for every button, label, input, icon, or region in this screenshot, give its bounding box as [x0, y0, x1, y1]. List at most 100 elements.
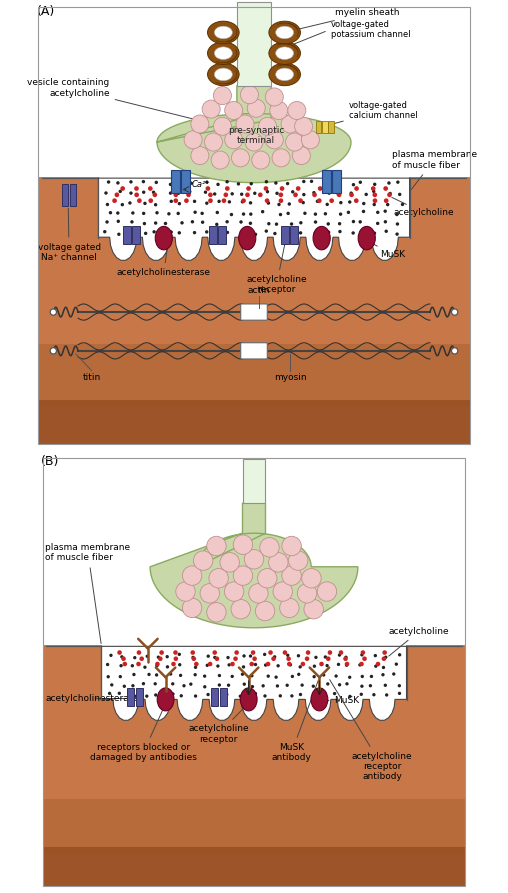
Polygon shape	[39, 177, 100, 240]
Circle shape	[50, 347, 56, 354]
Circle shape	[216, 664, 219, 668]
Circle shape	[182, 598, 202, 618]
Circle shape	[212, 650, 217, 655]
Text: vesicle containing
acetylcholine: vesicle containing acetylcholine	[27, 79, 211, 123]
Circle shape	[290, 694, 294, 697]
Circle shape	[186, 193, 191, 197]
Polygon shape	[102, 647, 406, 721]
Circle shape	[452, 347, 458, 354]
Circle shape	[280, 186, 284, 191]
Circle shape	[313, 664, 316, 668]
Circle shape	[265, 198, 269, 203]
Bar	[211, 688, 218, 705]
Circle shape	[239, 695, 242, 697]
Circle shape	[251, 685, 254, 689]
Circle shape	[279, 598, 299, 618]
Circle shape	[292, 146, 310, 164]
Text: plasma membrane
of muscle fiber: plasma membrane of muscle fiber	[45, 543, 131, 644]
Bar	[39, 203, 469, 444]
Circle shape	[278, 193, 283, 197]
Circle shape	[108, 692, 111, 695]
Circle shape	[338, 683, 341, 687]
Circle shape	[336, 186, 341, 191]
Circle shape	[265, 180, 268, 183]
Circle shape	[384, 220, 387, 223]
Circle shape	[208, 198, 213, 203]
Circle shape	[300, 683, 304, 687]
Circle shape	[208, 193, 213, 197]
Circle shape	[337, 663, 340, 666]
Circle shape	[317, 198, 322, 203]
Circle shape	[152, 193, 157, 197]
Circle shape	[117, 650, 122, 655]
Circle shape	[236, 115, 254, 133]
Circle shape	[358, 663, 362, 666]
Circle shape	[312, 695, 316, 698]
Bar	[322, 121, 328, 133]
Circle shape	[360, 693, 363, 696]
Circle shape	[338, 654, 341, 656]
Circle shape	[225, 693, 229, 697]
Circle shape	[312, 193, 317, 197]
Bar	[123, 227, 131, 245]
Circle shape	[265, 88, 283, 106]
Circle shape	[201, 212, 204, 215]
Circle shape	[264, 663, 267, 667]
Circle shape	[147, 672, 151, 676]
Circle shape	[348, 695, 352, 698]
Circle shape	[154, 693, 157, 697]
Circle shape	[227, 683, 230, 687]
Circle shape	[178, 653, 181, 656]
Circle shape	[241, 200, 244, 204]
Circle shape	[302, 179, 305, 183]
Circle shape	[148, 186, 153, 191]
Circle shape	[326, 682, 330, 686]
Circle shape	[249, 182, 253, 186]
Circle shape	[325, 183, 328, 187]
Circle shape	[327, 230, 330, 234]
Text: acetylcholine: acetylcholine	[392, 197, 455, 217]
Circle shape	[154, 221, 157, 225]
Circle shape	[166, 655, 169, 658]
Circle shape	[119, 675, 122, 679]
Circle shape	[207, 537, 226, 555]
Circle shape	[130, 221, 134, 223]
Circle shape	[134, 186, 139, 191]
Circle shape	[215, 656, 219, 661]
Circle shape	[301, 130, 320, 149]
Circle shape	[142, 179, 145, 183]
Circle shape	[249, 584, 268, 603]
Bar	[39, 345, 469, 406]
Circle shape	[203, 674, 206, 678]
Circle shape	[180, 694, 183, 697]
Circle shape	[204, 133, 223, 151]
Circle shape	[323, 695, 326, 698]
Circle shape	[155, 662, 160, 666]
Circle shape	[148, 198, 153, 203]
Circle shape	[201, 221, 204, 224]
Circle shape	[205, 202, 208, 204]
Circle shape	[215, 222, 218, 226]
Circle shape	[137, 198, 142, 203]
Text: acetylcholinesterase: acetylcholinesterase	[117, 243, 211, 278]
Text: myelin sheath: myelin sheath	[288, 8, 400, 32]
Circle shape	[152, 230, 156, 234]
Circle shape	[194, 665, 197, 669]
Circle shape	[131, 664, 134, 667]
Circle shape	[373, 231, 376, 235]
Circle shape	[254, 233, 257, 236]
Circle shape	[169, 672, 172, 676]
Circle shape	[220, 553, 239, 572]
Circle shape	[302, 569, 321, 588]
Circle shape	[387, 181, 391, 185]
Circle shape	[382, 673, 385, 676]
Circle shape	[211, 151, 229, 169]
Circle shape	[107, 180, 110, 184]
Circle shape	[276, 664, 280, 667]
Circle shape	[266, 662, 270, 666]
Circle shape	[174, 656, 178, 661]
Circle shape	[155, 673, 158, 677]
Circle shape	[174, 193, 178, 197]
Ellipse shape	[311, 688, 328, 711]
Circle shape	[121, 656, 126, 661]
